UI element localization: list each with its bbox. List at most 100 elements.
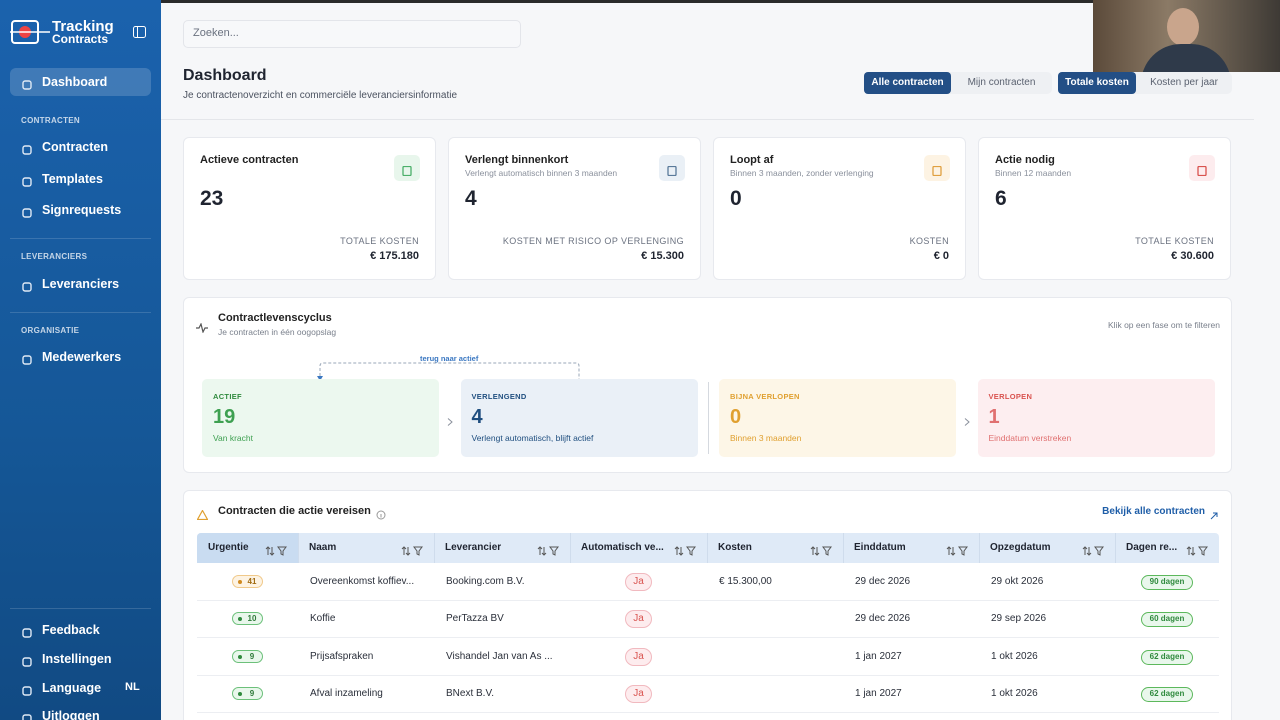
stat-title: Actie nodig (995, 154, 1055, 167)
column-sort-filter[interactable] (674, 543, 696, 556)
nav-footer-item[interactable]: Feedback (42, 622, 100, 637)
table-cell: PerTazza BV (446, 612, 504, 624)
return-path-svg (317, 362, 580, 381)
column-sort-filter[interactable] (946, 543, 968, 556)
column-sort-filter-svg (674, 546, 696, 556)
nav-footer-item[interactable]: Instellingen (42, 651, 112, 666)
toggle-group: Totale kosten Kosten per jaar (1058, 72, 1232, 94)
nav-footer-item[interactable]: Uitloggen (42, 708, 100, 720)
nav-icon (22, 654, 32, 667)
nav-item[interactable]: Signrequests (42, 202, 122, 217)
stat-cost-label: TOTALE KOSTEN (1135, 235, 1214, 246)
toggle-option[interactable]: Kosten per jaar (1136, 72, 1232, 94)
stat-icon-glyph-svg (402, 165, 412, 177)
actions-link[interactable]: Bekijk alle contracten (1102, 506, 1205, 517)
stat-card[interactable]: Actieve contracten 23 TOTALE KOSTEN € 175.1… (183, 137, 436, 280)
stat-title: Actieve contracten (200, 154, 299, 167)
table-cell: 29 sep 2026 (991, 612, 1047, 624)
lifecycle-panel: Contractlevenscyclus Je contracten in één… (183, 297, 1232, 473)
column-header[interactable]: Kosten (718, 542, 752, 553)
column-header[interactable]: Einddatum (854, 542, 906, 553)
nav-icon-svg (22, 657, 32, 667)
sidebar: Tracking Contracts Dashboard CONTRACTEN Cont… (0, 0, 161, 720)
column-divider (707, 533, 708, 563)
logo-title: Tracking (52, 18, 114, 35)
stat-icon (394, 155, 420, 181)
nav-divider (10, 238, 151, 239)
stat-card[interactable]: Actie nodig Binnen 12 maanden 6 TOTALE KOST… (978, 137, 1231, 280)
nav-footer-item[interactable]: Language (42, 680, 102, 695)
auto-renew-value: Ja (633, 576, 644, 587)
column-header[interactable]: Opzegdatum (990, 542, 1051, 553)
column-sort-filter[interactable] (1186, 543, 1208, 556)
stat-icon-glyph-svg (932, 165, 942, 177)
lifecycle-stage[interactable]: BIJNA VERLOPEN 0 Binnen 3 maanden (719, 379, 956, 457)
nav-item-active[interactable] (10, 68, 151, 96)
info-icon (376, 507, 386, 520)
toggle-active[interactable]: Alle contracten (864, 72, 951, 94)
toggle-label: Kosten per jaar (1150, 77, 1218, 88)
column-sort-filter[interactable] (401, 543, 423, 556)
nav-label: Dashboard (42, 74, 108, 89)
table-cell: 1 okt 2026 (991, 650, 1038, 662)
column-sort-filter[interactable] (265, 543, 287, 556)
lifecycle-stage[interactable]: ACTIEF 19 Van kracht (202, 379, 439, 457)
nav-icon-svg (22, 80, 32, 90)
stage-chevron-svg (447, 418, 453, 426)
lifecycle-icon (196, 320, 208, 334)
auto-renew-badge: Ja (625, 609, 652, 628)
lifecycle-subtitle: Je contracten in één oogopslag (218, 326, 337, 337)
toggle-label: Mijn contracten (967, 77, 1036, 88)
nav-item[interactable]: Medewerkers (42, 349, 122, 364)
stat-icon-glyph (932, 163, 942, 177)
column-header[interactable]: Urgentie (208, 542, 249, 553)
column-sort-filter[interactable] (810, 543, 832, 556)
table-cell: € 15.300,00 (719, 575, 772, 587)
table-cell: Afval inzameling (310, 687, 383, 699)
nav-icon (22, 279, 32, 292)
table-row[interactable]: 10 Koffie PerTazza BV Ja 29 dec 2026 29 sep 2… (197, 600, 1219, 638)
toggle-active[interactable]: Totale kosten (1058, 72, 1136, 94)
table-row[interactable]: 9 Afval inzameling BNext B.V. Ja 1 jan 2027 1… (197, 675, 1219, 713)
column-header[interactable]: Naam (309, 542, 337, 553)
logo-subtitle: Contracts (52, 31, 109, 46)
nav-divider (10, 312, 151, 313)
stat-value: 6 (995, 187, 1007, 211)
logo-icon (10, 18, 50, 46)
column-sort-filter-svg (537, 546, 559, 556)
collapse-button[interactable] (133, 25, 146, 38)
toggle-option[interactable]: Mijn contracten (951, 72, 1052, 94)
nav-icon-svg (22, 714, 32, 720)
urgency-badge: 9 (232, 649, 263, 663)
nav-item[interactable]: Leveranciers (42, 276, 120, 291)
webcam-person-head (1167, 8, 1199, 46)
auto-renew-badge: Ja (625, 572, 652, 591)
column-header[interactable]: Dagen re... (1126, 542, 1178, 553)
table-cell: Booking.com B.V. (446, 575, 525, 587)
days-left-badge: 62 dagen (1141, 649, 1193, 665)
column-sort-filter[interactable] (1082, 543, 1104, 556)
column-header[interactable]: Leverancier (445, 542, 502, 553)
urgency-dot (238, 579, 242, 584)
column-sort-filter-svg (1082, 546, 1104, 556)
stat-card[interactable]: Loopt af Binnen 3 maanden, zonder verleng… (713, 137, 966, 280)
column-divider (570, 533, 571, 563)
table-row[interactable]: 9 Prijsafspraken Vishandel Jan van As ... J… (197, 638, 1219, 676)
urgency-value: 9 (249, 651, 255, 661)
days-left-badge: 90 dagen (1141, 574, 1193, 590)
lifecycle-stage[interactable]: VERLENGEND 4 Verlengt automatisch, blijft … (460, 379, 698, 457)
column-header[interactable]: Automatisch ve... (581, 542, 664, 553)
nav-item[interactable]: Templates (42, 171, 103, 186)
stat-value: 23 (200, 187, 224, 211)
stat-card[interactable]: Verlengt binnenkort Verlengt automatisch … (448, 137, 701, 280)
lifecycle-stage[interactable]: VERLOPEN 1 Einddatum verstreken (977, 379, 1215, 457)
column-sort-filter[interactable] (537, 543, 559, 556)
table-row[interactable]: 41 Overeenkomst koffiev... Booking.com B.V… (197, 563, 1219, 601)
stage-description: Einddatum verstreken (988, 432, 1072, 443)
search-input[interactable]: Zoeken... (183, 20, 521, 48)
nav-item[interactable]: Contracten (42, 139, 108, 154)
stat-icon-glyph (402, 163, 412, 177)
actions-table: Urgentie Naam Leverancier Automatisch ve...… (197, 533, 1219, 720)
stage-label: VERLOPEN (988, 391, 1033, 401)
nav-icon-svg (22, 355, 32, 365)
